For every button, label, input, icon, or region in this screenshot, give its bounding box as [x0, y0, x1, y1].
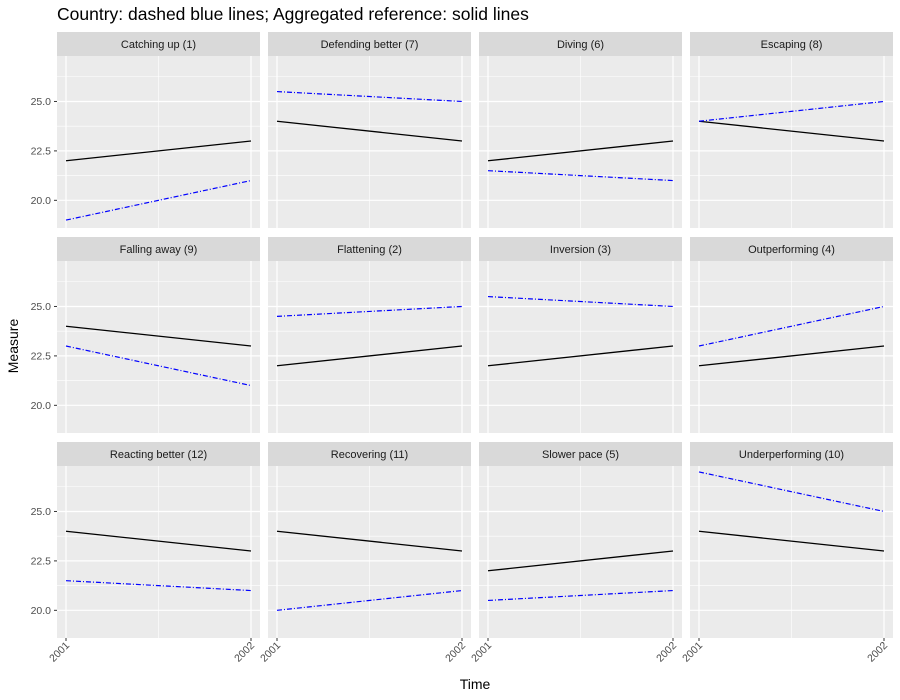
reference-line [487, 550, 674, 572]
facet-panel: Catching up (1) 20.0 22.5 25.0 [31, 32, 260, 228]
facet-panel: Falling away (9) 20.0 22.5 25.0 [31, 237, 260, 433]
facet-strip-label: Catching up (1) [121, 39, 196, 51]
country-line [698, 471, 885, 513]
facet-strip [690, 32, 893, 56]
facet-panel: Underperforming (10) 2001 2002 [680, 442, 893, 665]
x-tick-label: 2001 [258, 640, 283, 665]
x-tick-label: 2001 [47, 640, 72, 665]
y-axis-title: Measure [5, 319, 21, 374]
facet-panel: Slower pace (5) 2001 2002 [469, 442, 682, 665]
y-tick-label: 25.0 [31, 506, 52, 518]
country-line [487, 170, 674, 182]
x-tick-label: 2002 [232, 640, 257, 665]
facet-strip-label: Reacting better (12) [110, 449, 207, 461]
x-tick-label: 2001 [680, 640, 705, 665]
facet-strip-label: Diving (6) [557, 39, 604, 51]
facet-strip [479, 442, 682, 466]
reference-line [65, 530, 252, 552]
reference-line [276, 120, 463, 142]
facet-panel: Recovering (11) 2001 2002 [258, 442, 471, 665]
country-line [276, 589, 463, 611]
y-tick-label: 25.0 [31, 301, 52, 313]
country-line [65, 179, 252, 221]
country-line [65, 345, 252, 387]
y-tick-label: 25.0 [31, 96, 52, 108]
facet-strip-label: Escaping (8) [761, 39, 823, 51]
facet-panel: Diving (6) [479, 32, 682, 228]
facet-panel: Escaping (8) [690, 32, 893, 228]
facet-panel: Inversion (3) [479, 237, 682, 433]
y-tick-label: 22.5 [31, 145, 52, 157]
facet-strip-label: Recovering (11) [331, 449, 408, 461]
facet-strip [690, 442, 893, 466]
facet-strip [479, 32, 682, 56]
x-tick-label: 2002 [443, 640, 468, 665]
country-line [698, 305, 885, 347]
facet-panel: Reacting better (12) 20.0 22.5 25.0 2001 2002 [31, 442, 260, 665]
reference-line [698, 530, 885, 552]
facet-strip [57, 32, 260, 56]
facet-strip [268, 32, 471, 56]
reference-line [698, 120, 885, 142]
facet-strip [57, 442, 260, 466]
reference-line [276, 530, 463, 552]
y-tick-label: 22.5 [31, 555, 52, 567]
facet-strip [57, 237, 260, 261]
reference-line [276, 345, 463, 367]
facet-strip-label: Underperforming (10) [739, 449, 844, 461]
country-line [276, 90, 463, 103]
facet-panel: Flattening (2) [268, 237, 471, 433]
country-line [65, 580, 252, 592]
facet-strip-label: Inversion (3) [550, 244, 611, 256]
facet-strip-label: Falling away (9) [120, 244, 198, 256]
x-tick-label: 2002 [865, 640, 890, 665]
x-tick-label: 2001 [469, 640, 494, 665]
x-tick-label: 2002 [654, 640, 679, 665]
reference-line [698, 345, 885, 367]
y-tick-label: 22.5 [31, 350, 52, 362]
country-line [487, 589, 674, 602]
y-tick-label: 20.0 [31, 195, 52, 207]
country-line [276, 305, 463, 317]
y-tick-label: 20.0 [31, 605, 52, 617]
facet-strip [479, 237, 682, 261]
facet-strip-label: Defending better (7) [321, 39, 419, 51]
chart-title: Country: dashed blue lines; Aggregated r… [57, 4, 529, 24]
reference-line [487, 345, 674, 367]
facet-strip [690, 237, 893, 261]
facet-strip-label: Flattening (2) [337, 244, 402, 256]
y-tick-label: 20.0 [31, 400, 52, 412]
facet-panel: Outperforming (4) [690, 237, 893, 433]
reference-line [65, 325, 252, 347]
facet-panels: Catching up (1) 20.0 22.5 25.0 Defending bet… [31, 32, 893, 665]
country-line [698, 100, 885, 122]
facet-strip-label: Slower pace (5) [542, 449, 619, 461]
x-axis-title: Time [460, 676, 491, 692]
facet-strip [268, 237, 471, 261]
facet-strip [268, 442, 471, 466]
reference-line [487, 140, 674, 162]
facet-strip-label: Outperforming (4) [748, 244, 835, 256]
facet-panel: Defending better (7) [268, 32, 471, 228]
country-line [487, 295, 674, 308]
reference-line [65, 140, 252, 162]
